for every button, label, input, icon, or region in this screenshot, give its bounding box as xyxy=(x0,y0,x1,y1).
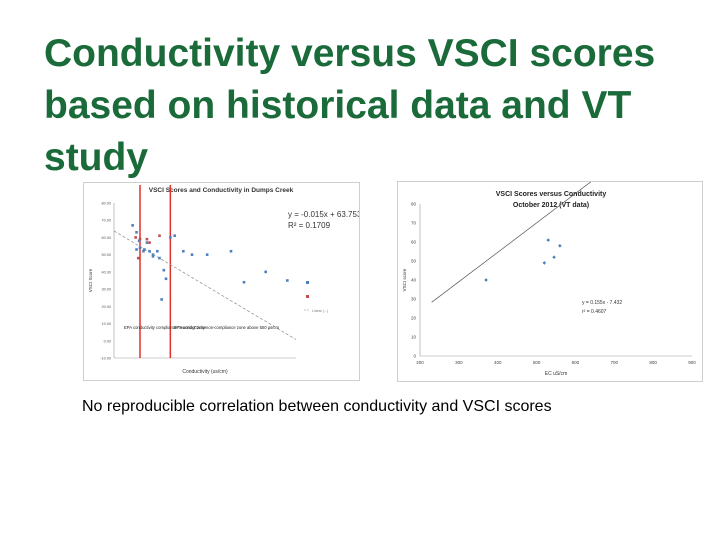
vt-data-chart: VSCI Scores versus Conductivity October 2… xyxy=(397,181,703,382)
chart-1-y-tick-label: 0.00 xyxy=(104,339,111,343)
chart-2-y-tick-label: 30 xyxy=(411,297,417,302)
chart-2-x-tick-label: 700 xyxy=(611,360,619,365)
chart-1-data-point xyxy=(145,237,149,241)
slide-caption: No reproducible correlation between cond… xyxy=(82,398,552,415)
slide-title: Conductivity versus VSCI scores based on… xyxy=(44,32,656,179)
chart-1-y-tick-label: 20.00 xyxy=(101,305,111,309)
chart-2-title-line-1: VSCI Scores versus Conductivity xyxy=(496,191,607,198)
chart-1-data-point xyxy=(158,234,161,238)
chart-1-legend-marker xyxy=(306,295,309,298)
chart-1-y-tick-label: 40.00 xyxy=(101,270,111,274)
vt-data-chart-svg: VSCI Scores versus Conductivity October 2… xyxy=(402,182,696,377)
chart-1-y-tick-label: 60.00 xyxy=(101,236,111,240)
chart-1-data-point xyxy=(229,249,233,253)
chart-1-data-point xyxy=(148,241,151,244)
chart-1-data-point xyxy=(190,253,194,256)
dumps-creek-chart: VSCI Scores and Conductivity in Dumps Cr… xyxy=(83,182,360,381)
chart-2-y-tick-label: 0 xyxy=(413,354,416,359)
chart-1-data-point xyxy=(145,241,149,244)
chart-1-data-point xyxy=(286,279,289,282)
chart-1-data-point xyxy=(135,248,138,251)
chart-1-legend-marker xyxy=(306,281,309,284)
chart-1-legend-label: Linear (...) xyxy=(312,309,328,313)
chart-2-data-point xyxy=(552,255,556,259)
chart-2-y-tick-label: 10 xyxy=(411,335,417,340)
chart-2-x-tick-label: 600 xyxy=(572,360,580,365)
chart-1-annotation-noncompliance: EPA conductivity non-compliance zone abo… xyxy=(174,325,279,330)
chart-2-data-point xyxy=(558,244,562,248)
chart-1-y-axis-label: VSCI Score xyxy=(88,268,93,292)
chart-1-y-tick-label: 80.00 xyxy=(101,202,111,206)
chart-1-y-tick-label: 70.00 xyxy=(101,219,111,223)
chart-1-data-point xyxy=(158,256,161,260)
chart-1-data-point xyxy=(242,280,246,284)
chart-1-data-point xyxy=(148,249,151,253)
chart-1-data-point xyxy=(160,298,163,301)
chart-1-data-point xyxy=(205,253,209,256)
chart-1-data-point xyxy=(138,246,142,250)
chart-1-data-point xyxy=(169,236,172,239)
chart-1-equation: y = -0.015x + 63.753 xyxy=(288,210,359,219)
chart-1-y-tick-label: 30.00 xyxy=(101,288,111,292)
chart-2-x-tick-label: 800 xyxy=(649,360,657,365)
chart-2-equation: y = 0.155x - 7.432 xyxy=(582,300,622,306)
chart-1-data-point xyxy=(162,268,166,272)
chart-1-data-point xyxy=(151,253,155,256)
chart-2-data-point xyxy=(546,238,551,242)
chart-1-data-point xyxy=(264,270,267,274)
chart-1-y-tick-label: 50.00 xyxy=(101,253,111,257)
chart-1-y-tick-label: -10.00 xyxy=(100,357,111,361)
chart-1-data-point xyxy=(137,239,141,243)
chart-2-x-tick-label: 400 xyxy=(494,360,502,365)
chart-1-x-axis-label: Conductivity (us/cm) xyxy=(182,369,228,375)
chart-2-x-axis-label: EC uS/cm xyxy=(545,371,568,377)
chart-1-data-point xyxy=(151,255,155,258)
chart-2-x-tick-label: 300 xyxy=(455,360,463,365)
chart-1-annotation-warning: EPA conductivity compliance "warning" zo… xyxy=(124,325,207,330)
chart-2-data-point xyxy=(484,278,488,282)
chart-1-data-point xyxy=(164,277,168,281)
chart-2-y-tick-label: 70 xyxy=(411,221,417,226)
chart-2-y-tick-label: 50 xyxy=(411,259,417,264)
chart-2-x-tick-label: 500 xyxy=(533,360,541,365)
chart-1-data-point xyxy=(142,249,145,253)
chart-1-r-squared: R² = 0.1709 xyxy=(288,221,331,230)
chart-2-data-point xyxy=(542,261,547,265)
chart-2-y-tick-label: 40 xyxy=(411,278,417,283)
chart-1-data-point xyxy=(143,248,146,251)
chart-1-data-point xyxy=(135,230,138,234)
chart-1-data-point xyxy=(136,256,140,260)
chart-2-y-tick-label: 20 xyxy=(411,316,417,321)
chart-2-title-line-2: October 2012 (VT data) xyxy=(513,202,589,209)
chart-2-r-squared: r² = 0.4607 xyxy=(582,309,607,315)
chart-2-x-tick-label: 200 xyxy=(416,360,424,365)
chart-1-trendline xyxy=(113,230,297,340)
chart-1-data-point xyxy=(156,249,159,253)
chart-1-data-point xyxy=(138,237,142,241)
chart-2-trendline xyxy=(431,182,592,303)
chart-2-y-axis-label: VSCI score xyxy=(402,268,407,291)
dumps-creek-chart-svg: VSCI Scores and Conductivity in Dumps Cr… xyxy=(88,185,359,375)
chart-1-data-point xyxy=(182,249,185,253)
chart-1-data-point xyxy=(134,236,137,239)
chart-1-title: VSCI Scores and Conductivity in Dumps Cr… xyxy=(149,187,294,194)
chart-2-x-tick-label: 900 xyxy=(688,360,696,365)
chart-1-data-point xyxy=(131,224,134,227)
chart-1-y-tick-label: 10.00 xyxy=(101,322,111,326)
chart-2-y-tick-label: 60 xyxy=(411,240,417,245)
chart-1-data-point xyxy=(173,234,176,238)
chart-2-y-tick-label: 80 xyxy=(411,202,417,207)
